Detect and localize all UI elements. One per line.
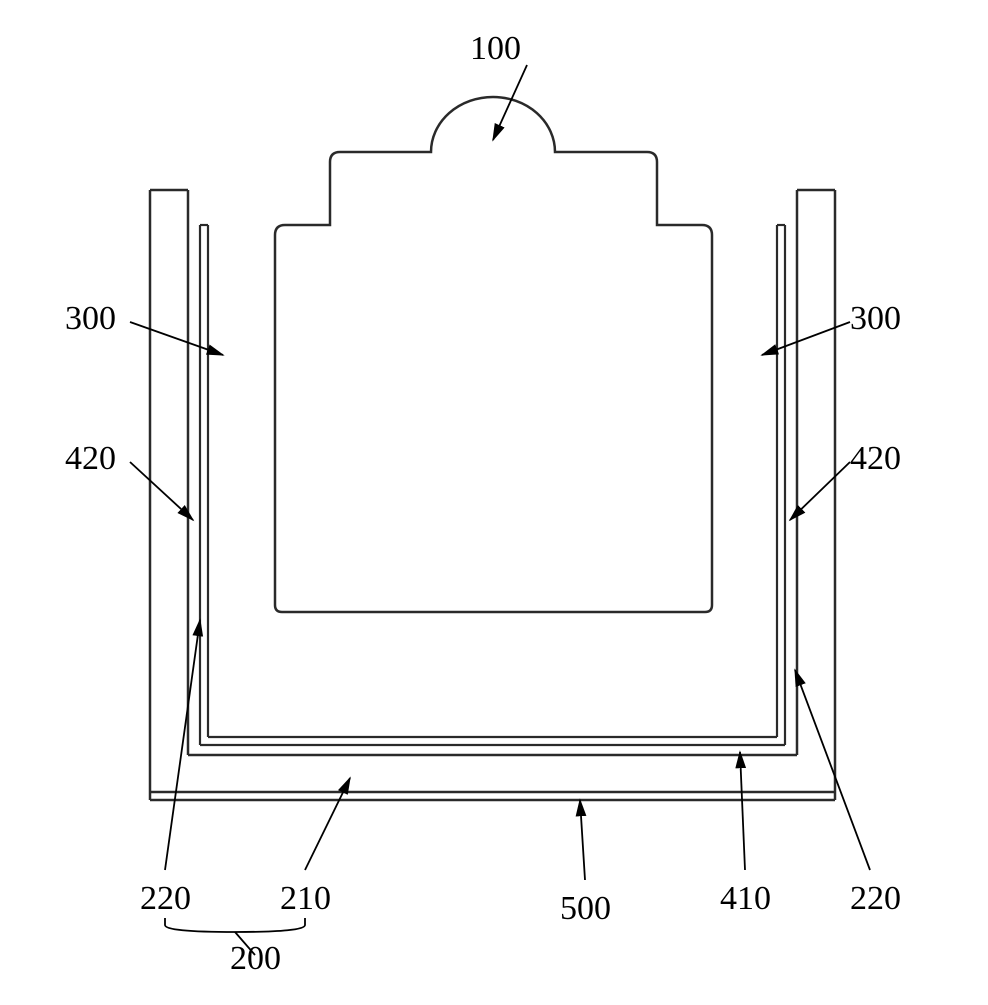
label-410: 410 — [720, 880, 771, 918]
center-component — [275, 97, 712, 612]
diagram-svg — [0, 0, 988, 1000]
label-210: 210 — [280, 880, 331, 918]
outer-u-shape — [150, 190, 835, 800]
label-220-left: 220 — [140, 880, 191, 918]
inner-u-shape — [200, 225, 785, 745]
label-300-right: 300 — [850, 300, 901, 338]
label-420-right: 420 — [850, 440, 901, 478]
label-420-left: 420 — [65, 440, 116, 478]
leader-lines — [130, 65, 870, 880]
technical-diagram: 100 300 300 420 420 220 220 210 500 410 … — [0, 0, 988, 1000]
label-500: 500 — [560, 890, 611, 928]
label-100: 100 — [470, 30, 521, 68]
label-220-right: 220 — [850, 880, 901, 918]
label-200: 200 — [230, 940, 281, 978]
label-300-left: 300 — [65, 300, 116, 338]
